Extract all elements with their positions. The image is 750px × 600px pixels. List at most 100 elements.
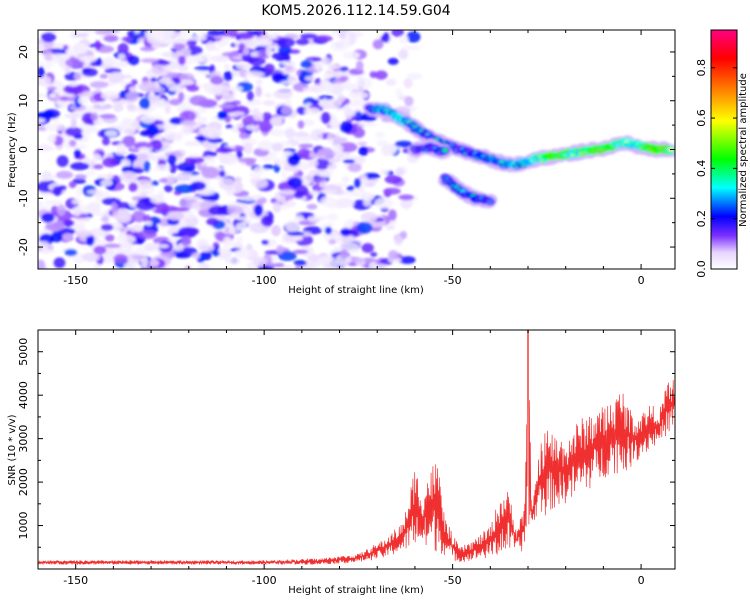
noise-blob <box>293 191 304 199</box>
snr-y-tick-label: 5000 <box>17 338 30 366</box>
noise-blob <box>235 236 244 244</box>
snr-x-tick-label: -100 <box>252 574 277 587</box>
noise-blob <box>260 215 274 227</box>
noise-blob <box>211 84 231 96</box>
noise-blob <box>276 115 286 120</box>
noise-blob <box>272 201 281 213</box>
noise-blob <box>236 122 244 129</box>
noise-blob <box>372 39 384 50</box>
noise-blob <box>142 214 151 223</box>
noise-blob <box>355 60 364 72</box>
snr-y-tick-label: 1000 <box>17 512 30 540</box>
noise-blob <box>338 33 347 39</box>
noise-blob <box>177 65 189 72</box>
noise-blob <box>68 181 77 189</box>
snr-x-tick-label: -50 <box>444 574 462 587</box>
noise-blob <box>253 112 264 121</box>
noise-blob <box>327 163 337 170</box>
noise-blob <box>225 258 241 264</box>
noise-blob <box>72 32 89 38</box>
noise-blob <box>222 36 232 41</box>
noise-blob <box>379 168 389 176</box>
noise-blob <box>151 180 159 186</box>
noise-blob <box>64 65 71 74</box>
noise-blob <box>401 45 421 51</box>
noise-blob <box>282 265 294 269</box>
snr-x-ticks: -150 -100 -50 0 <box>37 330 645 587</box>
snr-series-line <box>38 330 675 565</box>
spectrogram-y-axis-title: Frequency (Hz) <box>7 112 18 188</box>
noise-blob <box>381 144 395 157</box>
noise-blob <box>117 43 129 55</box>
noise-blob <box>194 53 213 63</box>
noise-blob <box>281 61 297 66</box>
noise-blob <box>236 216 254 221</box>
noise-blob <box>77 95 89 105</box>
spectrogram-x-axis-title: Height of straight line (km) <box>288 285 424 296</box>
noise-blob <box>174 175 191 182</box>
noise-blob <box>172 245 184 252</box>
noise-blob <box>180 235 191 247</box>
noise-blob <box>111 202 118 214</box>
noise-blob <box>341 234 356 243</box>
noise-blob <box>116 214 129 221</box>
noise-blob <box>150 194 165 204</box>
noise-blob <box>287 231 305 236</box>
noise-blob <box>38 143 52 152</box>
spectrogram-y-ticks: -20 -10 0 10 20 <box>17 45 675 256</box>
noise-blob <box>205 41 216 51</box>
colorbar-tick-label: 0.0 <box>695 260 708 278</box>
noise-blob <box>275 158 285 167</box>
noise-blob <box>127 258 134 269</box>
noise-blob <box>145 220 153 226</box>
noise-blob <box>84 30 96 34</box>
noise-blob <box>258 120 273 133</box>
noise-blob <box>278 251 297 261</box>
noise-blob <box>257 197 267 204</box>
noise-blob <box>309 218 321 223</box>
noise-blob <box>118 53 126 60</box>
noise-blob <box>173 78 181 85</box>
noise-blob <box>398 256 416 264</box>
noise-blob <box>273 262 285 268</box>
noise-blob <box>74 72 82 81</box>
noise-blob <box>71 199 83 205</box>
noise-blob <box>104 130 118 137</box>
noise-blob <box>101 197 122 206</box>
noise-blob <box>348 33 357 45</box>
noise-blob <box>140 115 156 124</box>
noise-blob <box>45 221 65 232</box>
noise-blob <box>342 159 356 164</box>
noise-blob <box>356 221 373 234</box>
noise-blob <box>100 179 113 187</box>
noise-blob <box>202 127 222 139</box>
noise-blob <box>238 43 246 52</box>
noise-blob <box>176 161 196 172</box>
noise-blob <box>186 84 200 92</box>
noise-blob <box>82 252 101 262</box>
noise-blob <box>58 56 66 67</box>
noise-blob <box>374 197 394 209</box>
noise-blob <box>261 112 272 122</box>
noise-blob <box>215 146 234 154</box>
noise-blob <box>183 227 200 236</box>
colorbar-tick-label: 0.4 <box>695 160 708 178</box>
noise-blob <box>236 150 243 159</box>
noise-blob <box>74 174 87 180</box>
noise-blob <box>314 177 325 183</box>
noise-blob <box>137 249 150 256</box>
noise-blob <box>146 86 166 93</box>
noise-blob <box>72 252 86 264</box>
noise-blob <box>132 210 146 223</box>
noise-blob <box>137 38 144 44</box>
noise-blob <box>150 77 158 83</box>
noise-blob <box>93 264 102 269</box>
noise-blob <box>400 197 413 210</box>
noise-blob <box>297 120 305 129</box>
noise-blob <box>314 35 333 42</box>
noise-blob <box>100 223 114 232</box>
noise-blob <box>178 102 191 110</box>
noise-blob <box>167 72 180 78</box>
noise-blob <box>314 158 330 170</box>
